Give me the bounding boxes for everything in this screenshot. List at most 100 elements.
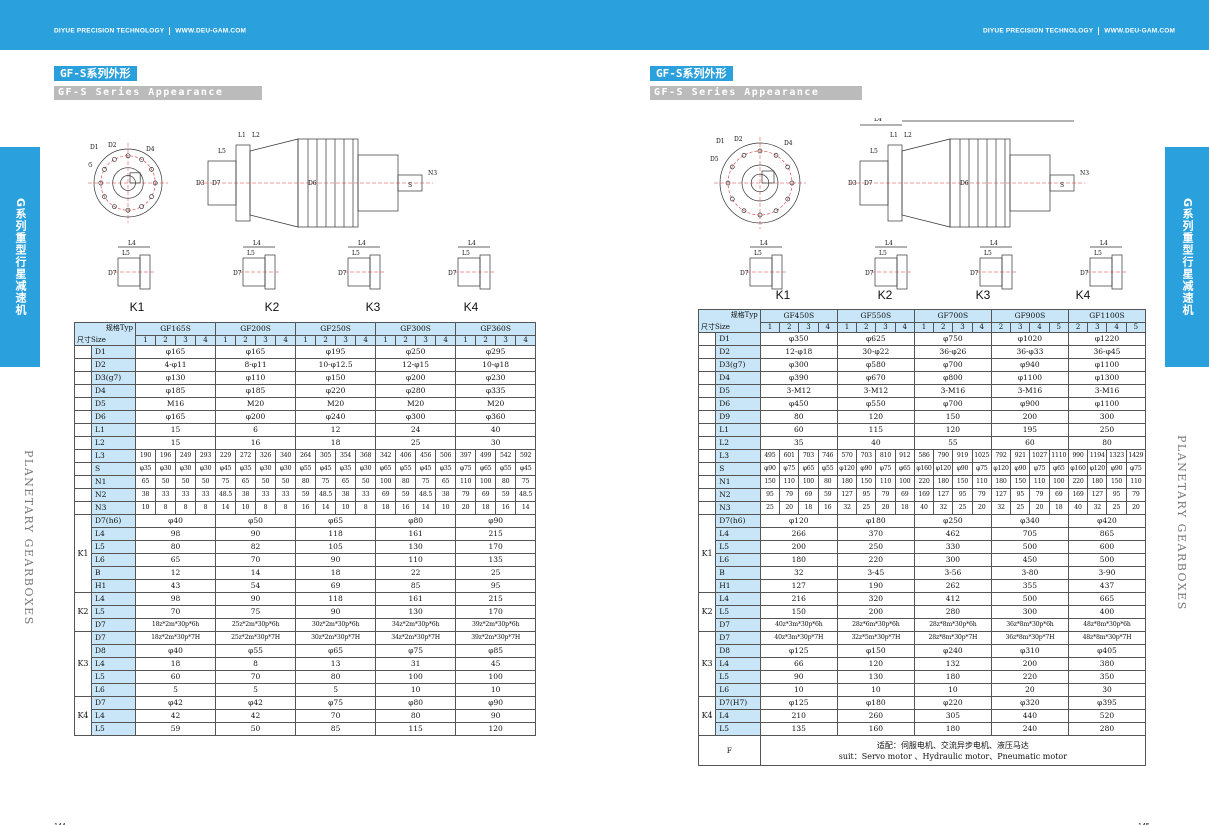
table-cell: 127 <box>759 579 838 593</box>
table-cell: φ35 <box>335 462 357 476</box>
row-label: D1 <box>91 345 136 359</box>
table-row: L2 35 40 55 60 80 <box>697 436 1147 450</box>
table-cell: 59 <box>817 488 838 502</box>
table-cell: φ300 <box>375 410 457 424</box>
table-row: L4 98 90 118 161 215 <box>75 527 537 541</box>
table-cell: 14 <box>215 566 297 580</box>
row-label: S <box>715 462 761 476</box>
table-cell: 90 <box>295 553 377 567</box>
table-row: L5 59 50 85 115 120 <box>75 722 537 736</box>
table-cell: φ90 <box>1106 462 1127 476</box>
table-cell: φ195 <box>295 345 377 359</box>
stage-index: 3 <box>798 322 819 333</box>
row-label: N1 <box>91 475 136 489</box>
dimension-label: L4 <box>874 118 882 123</box>
side-tab: G系列重型行星减速机 <box>1165 147 1209 367</box>
table-cell: 300 <box>1067 410 1147 424</box>
table-cell: φ180 <box>836 514 915 528</box>
table-cell: 33 <box>175 488 196 502</box>
table-cell: 5 <box>215 683 297 697</box>
table-cell: 180 <box>836 475 858 489</box>
row-label: L6 <box>715 553 761 567</box>
right-page: GF-S系列外形 GF-S Series Appearance G系列重型行星减… <box>605 50 1209 825</box>
table-row: K3 D7 18z*2m*30p*7H 25z*2m*30p*7H 30z*2m*30p… <box>74 631 537 697</box>
table-cell: φ75 <box>375 644 457 658</box>
model-header: GF550S <box>836 309 915 323</box>
table-cell: φ35 <box>435 462 457 476</box>
table-cell: φ110 <box>215 371 297 385</box>
table-cell: 10 <box>836 683 915 697</box>
table-cell: 190 <box>836 579 915 593</box>
table-cell: 33 <box>275 488 297 502</box>
table-row: D5 M16 M20 M20 M20 M20 <box>74 397 537 411</box>
header-brand-left: DIYUE PRECISION TECHNOLOGY WWW.DEU-GAM.CO… <box>54 27 247 35</box>
row-label: L6 <box>715 683 761 697</box>
table-cell: 10-φ18 <box>455 358 537 372</box>
bolt-hole <box>789 180 795 186</box>
table-cell: 100 <box>375 475 397 489</box>
table-row: D4 φ185 φ185 φ220 φ280 φ335 <box>74 384 537 398</box>
table-cell: 1429 <box>1125 449 1147 463</box>
table-cell: φ150 <box>836 644 915 658</box>
table-cell: 215 <box>455 527 537 541</box>
dimension-label: L4 <box>253 240 261 247</box>
table-cell: φ250 <box>375 345 457 359</box>
table-cell: φ360 <box>455 410 537 424</box>
table-cell: M20 <box>455 397 537 411</box>
k3-label: K3 <box>975 288 991 302</box>
stage-index: 1 <box>759 322 781 333</box>
dimension-label: D7 <box>1080 270 1089 277</box>
dimension-label: D2 <box>108 142 117 149</box>
table-row: D7 40z*3m*30p*6h 28z*6m*30p*6h 28z*8m*30p*6… <box>699 618 1147 632</box>
spec-table: 规格Typ 尺寸Size GF450S GF550S GF700S GF900S GF110… <box>697 309 1147 766</box>
stage-index: 4 <box>817 322 838 333</box>
table-cell: φ700 <box>913 358 992 372</box>
table-cell: φ90 <box>455 514 537 528</box>
table-cell: 792 <box>990 449 1012 463</box>
stage-index: 4 <box>894 322 915 333</box>
table-cell: 32 <box>933 501 954 515</box>
table-row: L4 18 8 13 31 45 <box>75 657 537 671</box>
side-text: PLANETARY GEARBOXES <box>22 450 35 626</box>
row-label: D6 <box>91 410 136 424</box>
table-cell: φ65 <box>475 462 497 476</box>
table-row: L6 5 5 5 10 10 <box>75 683 537 697</box>
row-label: D6 <box>715 397 761 411</box>
table-cell: 1027 <box>1029 449 1050 463</box>
footer-cell: 适配：伺服电机、交流异步电机、液压马达 suit：Servo motor 、Hyd… <box>759 735 1147 766</box>
table-cell: φ900 <box>990 397 1069 411</box>
table-cell: 95 <box>952 488 973 502</box>
table-cell: 36-φ33 <box>990 345 1069 359</box>
table-cell: 570 <box>836 449 858 463</box>
table-cell: φ120 <box>933 462 954 476</box>
stage-index: 3 <box>255 335 277 346</box>
table-cell: 8 <box>215 657 297 671</box>
table-cell: 400 <box>1067 605 1147 619</box>
bolt-hole <box>725 180 731 186</box>
bolt-hole <box>152 180 158 186</box>
row-label: H1 <box>91 579 136 593</box>
stage-index: 2 <box>1067 322 1089 333</box>
table-cell: 220 <box>990 670 1069 684</box>
table-cell: φ35 <box>235 462 257 476</box>
dimension-label: L4 <box>760 240 768 247</box>
table-cell: φ55 <box>295 462 317 476</box>
table-cell: 3-56 <box>913 566 992 580</box>
stage-index: 4 <box>515 335 537 346</box>
table-cell: 12 <box>295 423 377 437</box>
row-label: L4 <box>91 527 136 541</box>
dimension-label: D2 <box>734 136 743 143</box>
table-cell: 10 <box>235 501 257 515</box>
stage-index: 4 <box>1029 322 1050 333</box>
table-cell: 48z*8m*30p*6h <box>1067 618 1147 632</box>
table-cell: 110 <box>375 553 457 567</box>
table-cell: 355 <box>990 579 1069 593</box>
row-label: L4 <box>715 527 761 541</box>
table-cell: 3-M16 <box>990 384 1069 398</box>
k2-label: K2 <box>877 288 893 302</box>
group-spacer <box>697 475 717 489</box>
row-label: L5 <box>91 722 136 736</box>
table-cell: 50 <box>215 722 297 736</box>
